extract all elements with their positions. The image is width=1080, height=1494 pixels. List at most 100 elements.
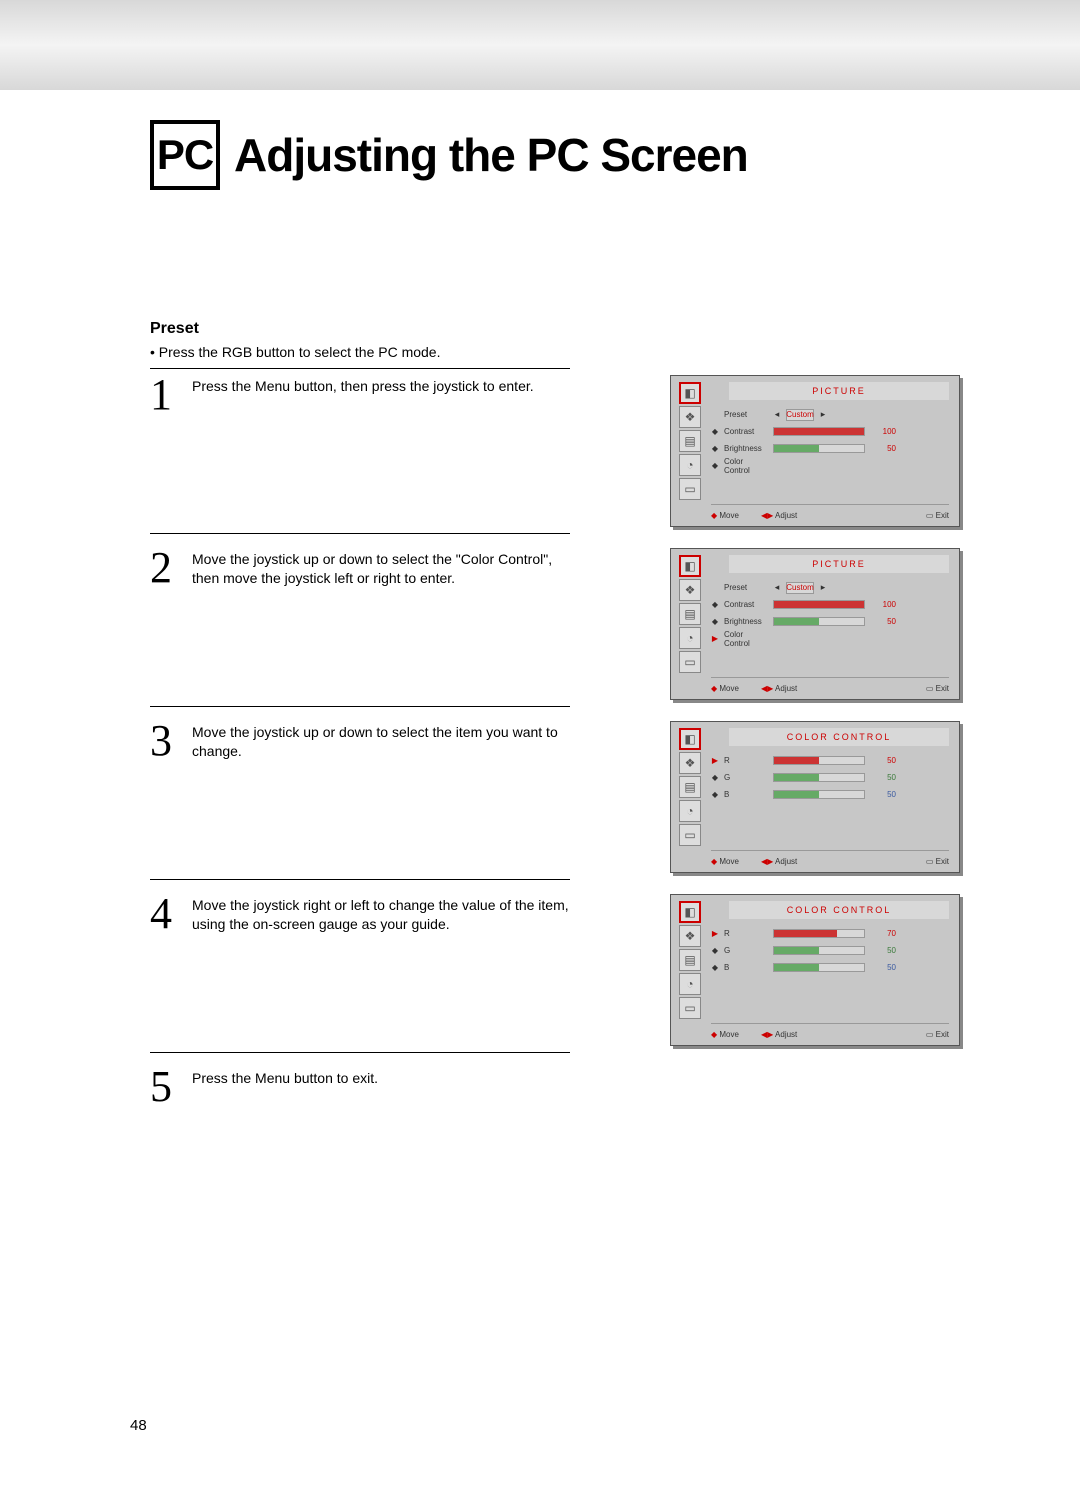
arrow-right-icon: ▸: [819, 582, 827, 593]
osd-header: PICTURE: [729, 555, 949, 573]
arrow-left-icon: ◂: [773, 582, 781, 593]
osd-marker: ▶: [711, 929, 719, 938]
osd-label: B: [724, 790, 768, 799]
osd-main: ▶R50◆G50◆B50: [711, 752, 949, 846]
osd-sidebar: ◧❖▤◔▭: [679, 555, 703, 673]
pc-badge: PC: [150, 120, 220, 190]
osd-header: COLOR CONTROL: [729, 901, 949, 919]
step-number: 5: [150, 1067, 180, 1107]
page-title: Adjusting the PC Screen: [234, 128, 748, 182]
osd-marker: ◆: [711, 963, 719, 972]
osd-label: Brightness: [724, 444, 768, 453]
page-number: 48: [130, 1417, 147, 1434]
content: Preset • Press the RGB button to select …: [150, 320, 960, 1177]
osd-num: 100: [870, 600, 896, 609]
osd-footer: ◆ Move◀▶ Adjust▭ Exit: [711, 850, 949, 868]
osd-sidebar-icon: ▤: [679, 949, 701, 971]
osd-marker: ▶: [711, 634, 719, 643]
osd-row: ◆G50: [711, 942, 949, 959]
osd-main: Preset◂Custom▸◆Contrast100◆Brightness50◆…: [711, 406, 949, 500]
osd-marker: ◆: [711, 427, 719, 436]
osd-marker: ◆: [711, 461, 719, 470]
osd-bar: [773, 790, 865, 799]
osd-sidebar-icon: ◧: [679, 382, 701, 404]
osd-sidebar-icon: ◔: [679, 454, 701, 476]
osd-footer: ◆ Move◀▶ Adjust▭ Exit: [711, 504, 949, 522]
osd-marker: ◆: [711, 790, 719, 799]
osd-row: ▶ Color Control: [711, 630, 949, 647]
osd-row: ◆B50: [711, 959, 949, 976]
section-heading: Preset: [150, 320, 960, 338]
osd-header: COLOR CONTROL: [729, 728, 949, 746]
osd-num: 50: [870, 946, 896, 955]
osd-sidebar-icon: ❖: [679, 406, 701, 428]
osd-row: ▶ R 70: [711, 925, 949, 942]
osd-sidebar-icon: ▤: [679, 603, 701, 625]
osd-hint: ◀▶ Adjust: [761, 684, 797, 693]
step-number: 4: [150, 894, 180, 934]
osd-row: ◆Contrast100: [711, 423, 949, 440]
step-number: 3: [150, 721, 180, 761]
intro-line: • Press the RGB button to select the PC …: [150, 344, 960, 360]
osd-sidebar-icon: ◔: [679, 627, 701, 649]
osd-header: PICTURE: [729, 382, 949, 400]
osd-hint: ◀▶ Adjust: [761, 857, 797, 866]
osd-bar: [773, 617, 865, 626]
osd-bar: [773, 756, 865, 765]
osd-label: Contrast: [724, 600, 768, 609]
osd-num: 50: [870, 617, 896, 626]
osd-sidebar-icon: ◔: [679, 973, 701, 995]
osd-num: 50: [870, 963, 896, 972]
osd-sidebar-icon: ▤: [679, 776, 701, 798]
osd-label: R: [724, 929, 768, 938]
osd-num: 50: [870, 773, 896, 782]
osd-label: Preset: [724, 410, 768, 419]
osd-sidebar-icon: ❖: [679, 579, 701, 601]
step-row: 1 Press the Menu button, then press the …: [150, 375, 960, 534]
osd-value: Custom: [786, 582, 814, 594]
step-text: Move the joystick up or down to select t…: [192, 721, 570, 761]
osd-bar: [773, 946, 865, 955]
osd-hint: ◀▶ Adjust: [761, 511, 797, 520]
osd-footer: ◆ Move◀▶ Adjust▭ Exit: [711, 1023, 949, 1041]
osd-label: Color Control: [724, 457, 768, 475]
osd-row: Preset◂Custom▸: [711, 406, 949, 423]
osd-sidebar: ◧❖▤◔▭: [679, 901, 703, 1019]
osd-hint: ▭ Exit: [926, 511, 949, 520]
osd-hint: ▭ Exit: [926, 1030, 949, 1039]
osd-hint: ◀▶ Adjust: [761, 1030, 797, 1039]
osd-num: 70: [870, 929, 896, 938]
osd-marker: ◆: [711, 600, 719, 609]
osd-row: ◆B50: [711, 786, 949, 803]
osd-sidebar-icon: ▭: [679, 478, 701, 500]
osd-sidebar-icon: ❖: [679, 925, 701, 947]
osd-marker: ◆: [711, 444, 719, 453]
osd-row: ◆G50: [711, 769, 949, 786]
step-number: 1: [150, 375, 180, 415]
osd-row: Preset ◂ Custom ▸: [711, 579, 949, 596]
step-row: 5 Press the Menu button to exit.: [150, 1067, 960, 1177]
osd-label: Color Control: [724, 630, 768, 648]
step-row: 3 Move the joystick up or down to select…: [150, 721, 960, 880]
osd-marker: ◆: [711, 617, 719, 626]
osd-row: ◆ Color Control: [711, 457, 949, 474]
osd-panel: PICTURE◧❖▤◔▭Preset◂Custom▸◆Contrast100◆B…: [670, 375, 960, 527]
osd-bar: [773, 929, 865, 938]
osd-sidebar-icon: ◔: [679, 800, 701, 822]
divider: [150, 533, 570, 534]
osd-num: 50: [870, 756, 896, 765]
step-text: Press the Menu button to exit.: [192, 1067, 378, 1088]
divider: [150, 879, 570, 880]
osd-sidebar: ◧❖▤◔▭: [679, 728, 703, 846]
osd-label: Brightness: [724, 617, 768, 626]
osd-sidebar-icon: ❖: [679, 752, 701, 774]
osd-sidebar-icon: ▭: [679, 651, 701, 673]
osd-bar: [773, 773, 865, 782]
osd-marker: ◆: [711, 946, 719, 955]
osd-label: Preset: [724, 583, 768, 592]
osd-main: ▶ R 70 ◆G50◆B50: [711, 925, 949, 1019]
step-row: 2 Move the joystick up or down to select…: [150, 548, 960, 707]
osd-hint: ◆ Move: [711, 857, 739, 866]
step-text: Press the Menu button, then press the jo…: [192, 375, 534, 396]
osd-panel: COLOR CONTROL◧❖▤◔▭▶R50◆G50◆B50◆ Move◀▶ A…: [670, 721, 960, 873]
